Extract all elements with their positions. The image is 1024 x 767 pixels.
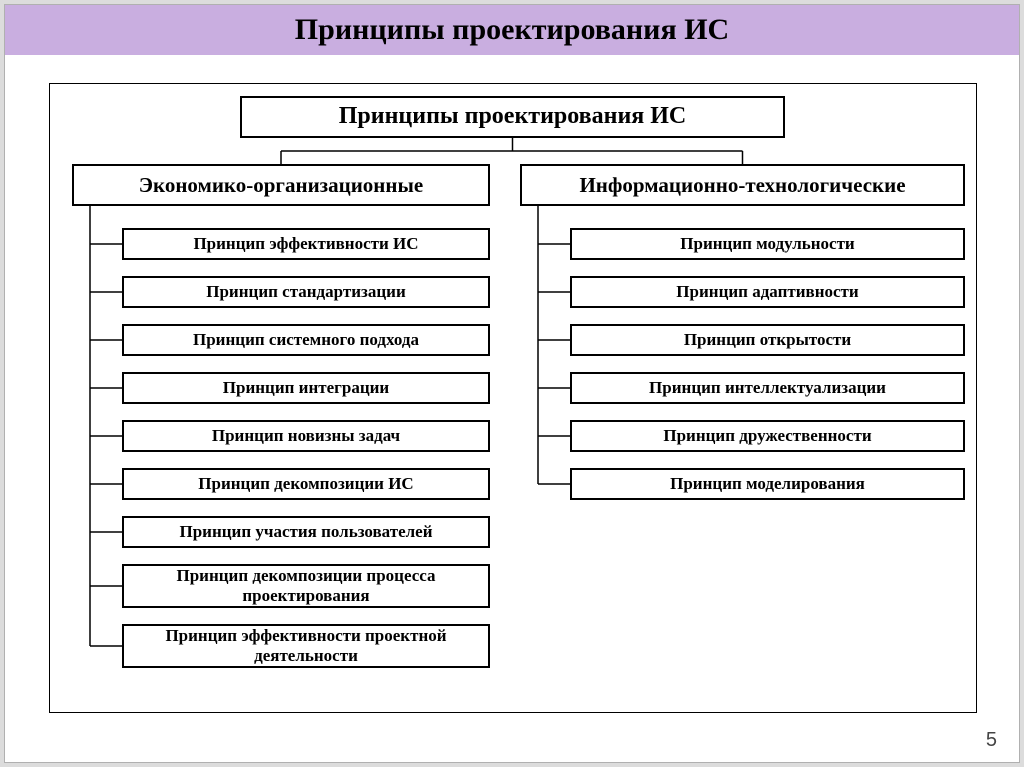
category-box-0: Экономико-организационные (72, 164, 490, 206)
root-box: Принципы проектирования ИС (240, 96, 785, 138)
item-box-0-8: Принцип эффективности проектной деятельн… (122, 624, 490, 668)
slide-title: Принципы проектирования ИС (295, 13, 729, 47)
item-box-1-1: Принцип адаптивности (570, 276, 965, 308)
item-box-0-3: Принцип интеграции (122, 372, 490, 404)
category-box-1: Информационно-технологические (520, 164, 965, 206)
item-box-0-6: Принцип участия пользователей (122, 516, 490, 548)
item-box-1-0: Принцип модульности (570, 228, 965, 260)
item-box-1-5: Принцип моделирования (570, 468, 965, 500)
diagram-container: Принципы проектирования ИС Экономико-орга… (49, 83, 977, 713)
item-box-0-5: Принцип декомпозиции ИС (122, 468, 490, 500)
item-box-0-1: Принцип стандартизации (122, 276, 490, 308)
item-box-1-4: Принцип дружественности (570, 420, 965, 452)
item-box-1-3: Принцип интеллектуализации (570, 372, 965, 404)
page-number: 5 (986, 729, 997, 752)
title-bar: Принципы проектирования ИС (5, 5, 1019, 55)
item-box-0-7: Принцип декомпозиции процесса проектиров… (122, 564, 490, 608)
item-box-1-2: Принцип открытости (570, 324, 965, 356)
item-box-0-0: Принцип эффективности ИС (122, 228, 490, 260)
item-box-0-4: Принцип новизны задач (122, 420, 490, 452)
item-box-0-2: Принцип системного подхода (122, 324, 490, 356)
slide: Принципы проектирования ИС Принципы прое… (4, 4, 1020, 763)
